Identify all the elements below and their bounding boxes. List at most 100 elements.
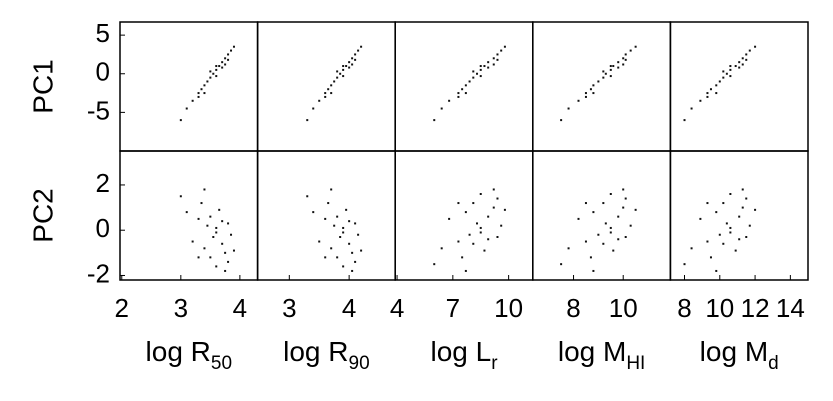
point [483, 249, 486, 252]
point [567, 107, 570, 110]
point [185, 107, 188, 110]
point [729, 226, 732, 229]
point [457, 240, 460, 243]
point [496, 53, 499, 56]
point [468, 233, 471, 236]
point [354, 260, 357, 263]
point [472, 70, 475, 73]
point [230, 49, 233, 52]
point [336, 76, 339, 79]
point [706, 92, 709, 95]
x-axis-label-sub: HI [626, 353, 645, 374]
point [479, 75, 482, 78]
point [612, 65, 615, 68]
point [200, 202, 203, 205]
point [215, 265, 218, 268]
point [718, 80, 721, 83]
point [218, 208, 221, 211]
x-tick-label: 4 [390, 293, 404, 323]
point [492, 57, 495, 60]
point [617, 66, 620, 69]
point [722, 70, 725, 73]
point [342, 65, 345, 68]
point [227, 53, 230, 56]
x-axis-label: log R50 [146, 336, 233, 374]
point [609, 226, 612, 229]
point [496, 197, 499, 200]
point [203, 84, 206, 87]
x-tick-label: 10 [705, 293, 734, 323]
point [215, 75, 218, 78]
point [622, 63, 625, 66]
point [221, 242, 224, 245]
panel-frame [394, 150, 534, 281]
point [312, 211, 315, 214]
y-tick-label: 0 [96, 57, 110, 87]
point [479, 231, 482, 234]
point [339, 72, 342, 75]
point [318, 99, 321, 102]
point [584, 202, 587, 205]
point [472, 202, 475, 205]
point [592, 269, 595, 272]
point [433, 119, 436, 122]
point [602, 242, 605, 245]
point [230, 233, 233, 236]
point [706, 240, 709, 243]
point [348, 220, 351, 223]
point [567, 247, 570, 250]
point [584, 92, 587, 95]
point [492, 63, 495, 66]
point [324, 95, 327, 98]
point [492, 206, 495, 209]
y-tick-label: -2 [87, 258, 110, 288]
point [612, 249, 615, 252]
point [212, 236, 215, 238]
point [336, 215, 339, 218]
x-tick-label: 10 [609, 293, 638, 323]
point [699, 217, 702, 220]
point [622, 206, 625, 209]
point [179, 195, 182, 198]
x-axis-label-main: log M [558, 336, 626, 367]
panel-frame [532, 150, 672, 281]
point [464, 84, 467, 87]
point [683, 263, 686, 266]
point [754, 208, 757, 211]
x-tick-label: 3 [282, 293, 296, 323]
point [479, 65, 482, 68]
point [472, 76, 475, 79]
point [748, 49, 751, 52]
point [333, 224, 336, 227]
x-tick-label: 8 [566, 293, 580, 323]
point [479, 68, 482, 71]
point [715, 269, 718, 272]
point [577, 217, 580, 220]
x-tick-label: 10 [494, 293, 523, 323]
point [464, 269, 467, 272]
point [503, 45, 506, 48]
point [715, 211, 718, 214]
point [622, 188, 625, 191]
point [333, 80, 336, 83]
point [602, 202, 605, 205]
point [560, 119, 563, 122]
point [503, 208, 506, 211]
point [179, 119, 182, 122]
point [215, 226, 218, 229]
point [706, 95, 709, 98]
point [345, 208, 348, 211]
point [609, 193, 612, 195]
point [617, 238, 620, 241]
point [634, 208, 637, 211]
x-axis-label: log MHI [558, 336, 645, 374]
point [345, 65, 348, 68]
point [725, 72, 728, 75]
point [624, 58, 627, 61]
point [589, 88, 592, 91]
point [348, 66, 351, 69]
point [448, 99, 451, 102]
point [634, 45, 637, 48]
point [609, 75, 612, 78]
x-axis-label-sub: 50 [211, 353, 232, 374]
